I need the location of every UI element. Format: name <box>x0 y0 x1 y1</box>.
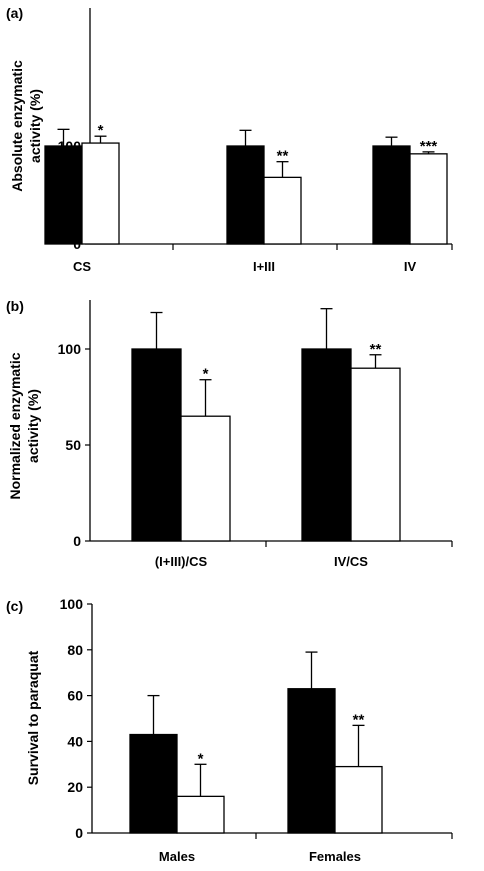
y-axis-title: activity (%) <box>27 89 43 163</box>
bar-white--i-iii-cs <box>180 415 231 542</box>
significance-stars: * <box>203 366 209 383</box>
y-tick-label: 0 <box>75 825 83 841</box>
significance-stars: * <box>98 122 104 139</box>
y-axis-title: Absolute enzymatic <box>9 60 25 192</box>
bar-white-i-iii <box>263 176 302 245</box>
bar-black-iv-cs <box>301 348 352 542</box>
y-tick-label: 0 <box>73 533 81 549</box>
bar-black-iv <box>372 145 411 245</box>
significance-stars: *** <box>420 138 438 155</box>
y-tick-label: 100 <box>60 596 84 612</box>
y-tick-label: 40 <box>67 733 83 749</box>
panel-c-bar-chart: (c) 0 20 40 60 80 100 Males Females Survival to p… <box>6 596 453 864</box>
y-axis-title: activity (%) <box>25 389 41 463</box>
y-axis-title: Normalized enzymatic <box>7 352 23 499</box>
significance-stars: ** <box>353 711 365 728</box>
y-axis-title: Survival to paraquat <box>25 650 41 785</box>
bar-white-iv <box>409 153 448 245</box>
bar-white-males <box>176 795 225 834</box>
x-category-label: IV <box>404 259 417 274</box>
bar-white-iv-cs <box>350 367 401 542</box>
x-category-label: Females <box>309 849 361 864</box>
x-category-label: CS <box>73 259 91 274</box>
bar-black-males <box>129 733 178 834</box>
x-category-label: (I+III)/CS <box>155 554 208 569</box>
x-category-label: Males <box>159 849 195 864</box>
significance-stars: * <box>198 750 204 767</box>
panel-label: (c) <box>6 598 23 614</box>
significance-stars: ** <box>370 341 382 358</box>
y-tick-label: 100 <box>58 341 82 357</box>
significance-stars: ** <box>277 148 289 165</box>
y-tick-label: 50 <box>65 437 81 453</box>
bar-black-cs <box>44 145 83 245</box>
panel-b-bar-chart: (b) 0 50 100 (I+III)/CS IV/CS Normalized enzym… <box>6 298 453 569</box>
bar-white-females <box>334 765 383 834</box>
x-category-label: IV/CS <box>334 554 368 569</box>
bar-black--i-iii-cs <box>131 348 182 542</box>
bar-black-females <box>287 688 336 834</box>
x-category-label: I+III <box>253 259 275 274</box>
bar-white-cs <box>81 142 120 245</box>
panel-label: (b) <box>6 298 24 314</box>
y-tick-label: 20 <box>67 779 83 795</box>
panel-label: (a) <box>6 5 23 21</box>
y-tick-label: 60 <box>67 688 83 704</box>
bar-black-i-iii <box>226 145 265 245</box>
y-tick-label: 80 <box>67 642 83 658</box>
